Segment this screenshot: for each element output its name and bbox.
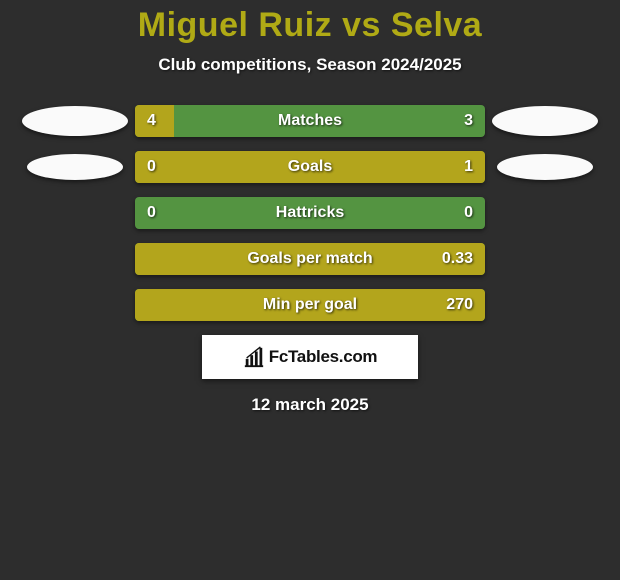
stat-label: Min per goal [263, 296, 357, 314]
chart-bars-icon [243, 346, 265, 368]
stat-bar-right-fill [198, 151, 485, 183]
stat-bar: 0 Goals 1 [135, 151, 485, 183]
page-title: Miguel Ruiz vs Selva [138, 6, 482, 45]
team-right-logo [492, 106, 598, 136]
source-badge-text: FcTables.com [269, 347, 378, 367]
stat-row: Min per goal 270 [0, 289, 620, 321]
stat-right-value: 0.33 [442, 250, 473, 268]
stat-bar-left-fill [135, 151, 198, 183]
team-left-logo-alt [27, 154, 123, 180]
left-logo-slot [15, 106, 135, 136]
stat-label: Goals [288, 158, 332, 176]
stat-label: Goals per match [247, 250, 372, 268]
stat-row: 4 Matches 3 [0, 105, 620, 137]
stat-bar: 0 Hattricks 0 [135, 197, 485, 229]
stat-row: 0 Goals 1 [0, 151, 620, 183]
stat-left-value: 0 [147, 158, 156, 176]
stat-bar: Min per goal 270 [135, 289, 485, 321]
team-right-logo-alt [497, 154, 593, 180]
source-badge[interactable]: FcTables.com [202, 335, 418, 379]
right-logo-slot [485, 154, 605, 180]
stats-chart: 4 Matches 3 0 Goals 1 0 Hattricks 0 Goals per mat… [0, 105, 620, 321]
stat-right-value: 1 [464, 158, 473, 176]
left-logo-slot [15, 154, 135, 180]
stat-bar: Goals per match 0.33 [135, 243, 485, 275]
comparison-card: Miguel Ruiz vs Selva Club competitions, … [0, 0, 620, 580]
stat-right-value: 3 [464, 112, 473, 130]
stat-right-value: 0 [464, 204, 473, 222]
date-text: 12 march 2025 [251, 395, 368, 415]
page-subtitle: Club competitions, Season 2024/2025 [158, 55, 461, 75]
stat-label: Hattricks [276, 204, 344, 222]
stat-label: Matches [278, 112, 342, 130]
stat-bar: 4 Matches 3 [135, 105, 485, 137]
team-left-logo [22, 106, 128, 136]
stat-right-value: 270 [446, 296, 473, 314]
stat-left-value: 0 [147, 204, 156, 222]
right-logo-slot [485, 106, 605, 136]
stat-row: Goals per match 0.33 [0, 243, 620, 275]
stat-left-value: 4 [147, 112, 156, 130]
stat-row: 0 Hattricks 0 [0, 197, 620, 229]
